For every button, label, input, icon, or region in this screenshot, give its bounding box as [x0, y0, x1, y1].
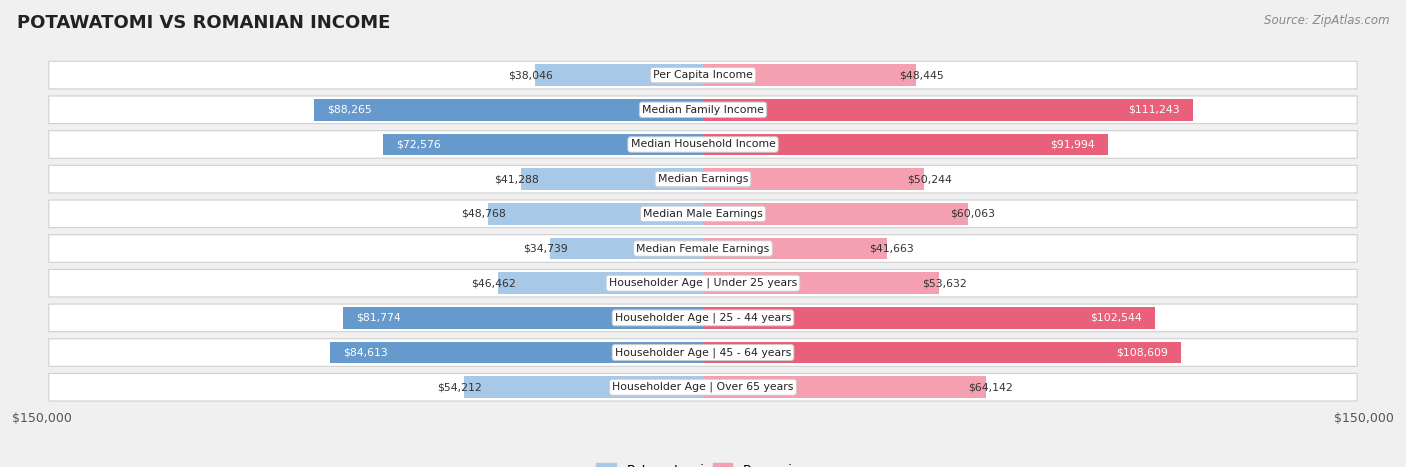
Text: $34,739: $34,739 [523, 243, 568, 254]
FancyBboxPatch shape [49, 165, 1357, 193]
Text: $88,265: $88,265 [328, 105, 373, 115]
Text: $64,142: $64,142 [967, 382, 1012, 392]
Text: $48,445: $48,445 [898, 70, 943, 80]
Text: $46,462: $46,462 [471, 278, 516, 288]
Text: $102,544: $102,544 [1090, 313, 1142, 323]
Text: Median Earnings: Median Earnings [658, 174, 748, 184]
Bar [703, 342, 1181, 363]
FancyBboxPatch shape [49, 131, 1357, 158]
Text: Median Female Earnings: Median Female Earnings [637, 243, 769, 254]
Text: Median Family Income: Median Family Income [643, 105, 763, 115]
Text: $72,576: $72,576 [396, 140, 441, 149]
Bar [498, 272, 703, 294]
FancyBboxPatch shape [49, 235, 1357, 262]
FancyBboxPatch shape [49, 304, 1357, 332]
Bar [314, 99, 703, 120]
Text: $41,663: $41,663 [869, 243, 914, 254]
Text: Median Household Income: Median Household Income [630, 140, 776, 149]
Bar [384, 134, 703, 155]
FancyBboxPatch shape [49, 339, 1357, 366]
Text: Householder Age | Under 25 years: Householder Age | Under 25 years [609, 278, 797, 289]
Text: Householder Age | 45 - 64 years: Householder Age | 45 - 64 years [614, 347, 792, 358]
Text: Source: ZipAtlas.com: Source: ZipAtlas.com [1264, 14, 1389, 27]
Bar [550, 238, 703, 259]
Bar [536, 64, 703, 86]
Text: $108,609: $108,609 [1116, 347, 1168, 358]
Text: $48,768: $48,768 [461, 209, 506, 219]
FancyBboxPatch shape [49, 374, 1357, 401]
Bar [703, 99, 1194, 120]
Bar [703, 238, 887, 259]
Bar [703, 203, 967, 225]
Legend: Potawatomi, Romanian: Potawatomi, Romanian [596, 463, 810, 467]
FancyBboxPatch shape [49, 61, 1357, 89]
Bar [330, 342, 703, 363]
Text: Householder Age | 25 - 44 years: Householder Age | 25 - 44 years [614, 312, 792, 323]
Bar [703, 64, 917, 86]
Text: POTAWATOMI VS ROMANIAN INCOME: POTAWATOMI VS ROMANIAN INCOME [17, 14, 391, 32]
Text: $111,243: $111,243 [1128, 105, 1180, 115]
Text: Per Capita Income: Per Capita Income [652, 70, 754, 80]
Bar [488, 203, 703, 225]
Text: $84,613: $84,613 [343, 347, 388, 358]
Bar [343, 307, 703, 329]
Text: $54,212: $54,212 [437, 382, 482, 392]
FancyBboxPatch shape [49, 200, 1357, 227]
Text: Median Male Earnings: Median Male Earnings [643, 209, 763, 219]
Text: $50,244: $50,244 [907, 174, 952, 184]
Bar [703, 376, 986, 398]
Text: $60,063: $60,063 [950, 209, 995, 219]
Text: $91,994: $91,994 [1050, 140, 1095, 149]
Bar [703, 169, 924, 190]
Bar [464, 376, 703, 398]
Bar [703, 272, 939, 294]
Text: Householder Age | Over 65 years: Householder Age | Over 65 years [612, 382, 794, 392]
Text: $38,046: $38,046 [508, 70, 553, 80]
Bar [522, 169, 703, 190]
Bar [703, 307, 1154, 329]
Text: $53,632: $53,632 [922, 278, 966, 288]
FancyBboxPatch shape [49, 269, 1357, 297]
Text: $81,774: $81,774 [356, 313, 401, 323]
FancyBboxPatch shape [49, 96, 1357, 124]
Bar [703, 134, 1108, 155]
Text: $41,288: $41,288 [494, 174, 538, 184]
